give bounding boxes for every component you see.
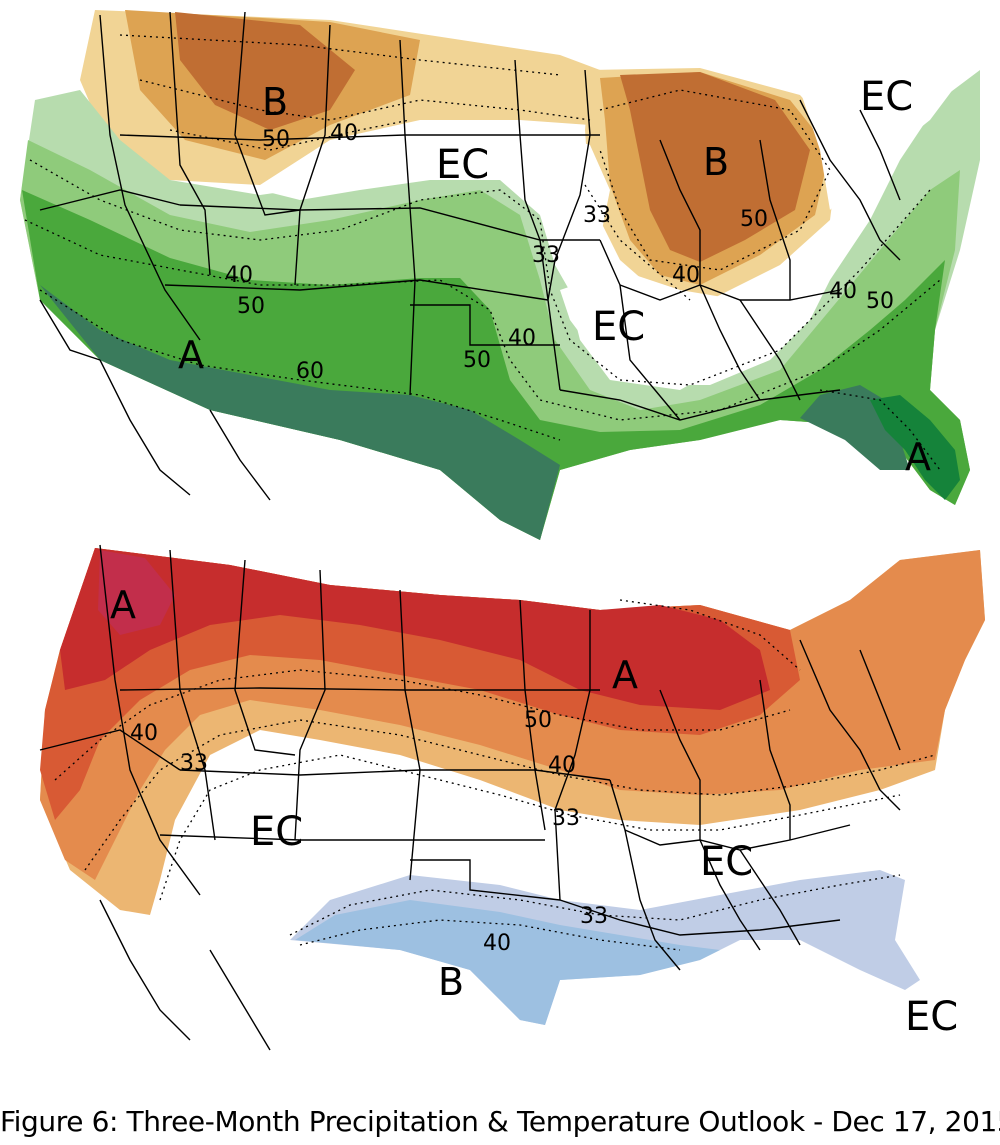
ec-label-southeast: EC xyxy=(700,839,753,885)
above-label-florida: A xyxy=(905,435,931,479)
ec-area-midsouth xyxy=(560,270,830,385)
below-40-band xyxy=(295,900,720,1025)
contour-label: 60 xyxy=(296,359,324,384)
ec-label-plains: EC xyxy=(436,142,489,188)
contour-lines xyxy=(24,34,941,471)
contour-label: 50 xyxy=(866,289,894,314)
above-60-band xyxy=(40,285,560,540)
contour-label: 50 xyxy=(463,348,491,373)
contour-label: 33 xyxy=(532,243,560,268)
contour-label: 50 xyxy=(262,127,290,152)
contour-label: 40 xyxy=(330,121,358,146)
contour-label: 50 xyxy=(237,294,265,319)
contour-label: 33 xyxy=(180,751,208,776)
above-label-greatlakes: A xyxy=(612,653,638,697)
contour-label: 33 xyxy=(552,806,580,831)
state-borders xyxy=(39,544,901,1051)
contour-label: 33 xyxy=(583,203,611,228)
ec-label-midsouth: EC xyxy=(592,304,645,350)
contour-label: 40 xyxy=(508,326,536,351)
contour-label: 40 xyxy=(829,279,857,304)
figure-caption: Figure 6: Three-Month Precipitation & Te… xyxy=(0,1105,1000,1138)
temperature-outlook-map: A A B EC EC EC 40 33 50 40 33 33 40 xyxy=(39,544,985,1051)
below-50-greatlakes xyxy=(620,72,810,262)
contour-label: 40 xyxy=(672,263,700,288)
above-50-band xyxy=(22,190,970,540)
contour-label: 40 xyxy=(225,263,253,288)
precipitation-outlook-map: B B A A EC EC EC 50 40 33 50 33 40 40 50… xyxy=(20,10,985,540)
below-label-greatlakes: B xyxy=(703,140,729,184)
above-label-southwest: A xyxy=(178,333,204,377)
above-70-washington xyxy=(98,550,175,635)
below-50-northwest xyxy=(175,12,355,130)
contour-label: 50 xyxy=(740,207,768,232)
contour-label: 40 xyxy=(130,721,158,746)
below-label-northwest: B xyxy=(262,80,288,124)
ec-label-west: EC xyxy=(250,809,303,855)
contour-lines xyxy=(54,599,936,951)
above-label-washington: A xyxy=(110,583,136,627)
contour-label: 40 xyxy=(483,931,511,956)
contour-label: 33 xyxy=(580,904,608,929)
state-borders xyxy=(39,11,901,501)
contour-label: 50 xyxy=(524,708,552,733)
above-70-florida xyxy=(870,395,960,500)
ec-label-florida: EC xyxy=(905,994,958,1040)
above-60-band xyxy=(60,548,770,710)
ec-label-northeast: EC xyxy=(860,74,913,120)
below-label-texas: B xyxy=(438,960,464,1004)
contour-label: 40 xyxy=(548,753,576,778)
